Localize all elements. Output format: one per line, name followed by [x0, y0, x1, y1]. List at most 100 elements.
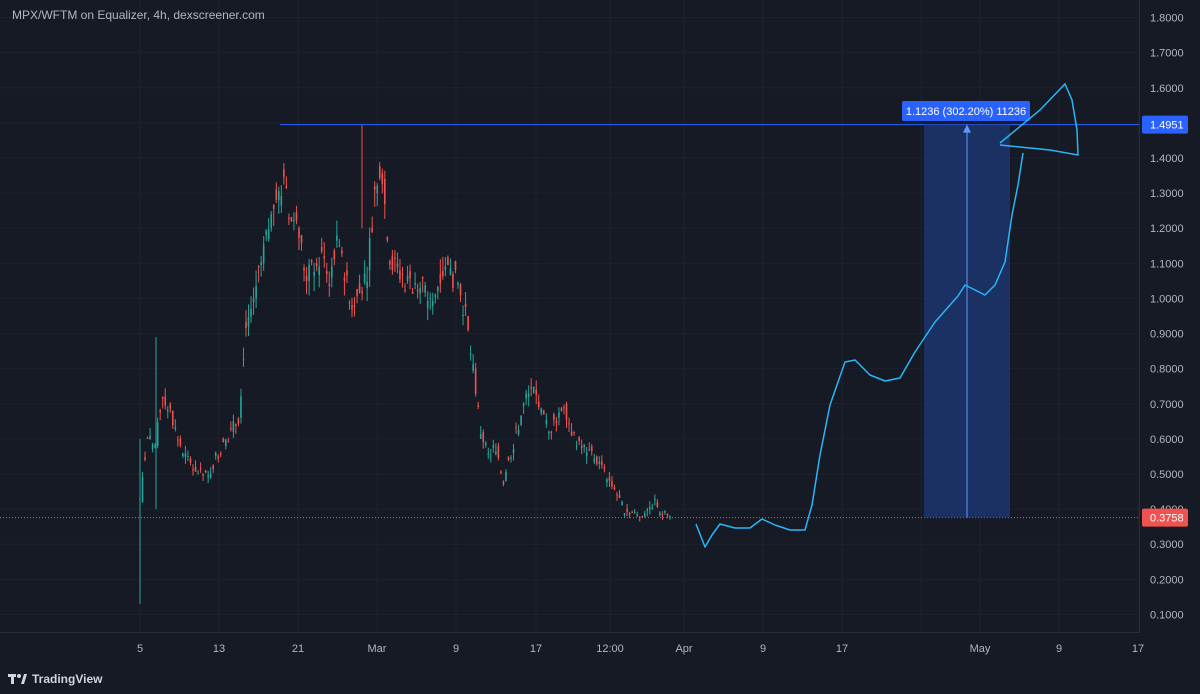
- price-axis: 1.80001.70001.60001.50001.40001.30001.20…: [1142, 13, 1188, 621]
- candle-body: [623, 513, 626, 516]
- candle-body: [598, 461, 601, 464]
- candle-body: [164, 396, 167, 406]
- candle-body: [575, 445, 578, 447]
- candle-body: [368, 237, 371, 271]
- candle-body: [439, 273, 442, 284]
- candle-body: [666, 513, 669, 516]
- last-price-label: 0.3758: [1150, 513, 1184, 525]
- candle-body: [419, 288, 421, 294]
- candle-body: [333, 250, 336, 260]
- candle-body: [320, 247, 323, 252]
- candle-body: [421, 277, 424, 279]
- candle-body: [447, 257, 449, 266]
- candle-body: [371, 227, 373, 233]
- candle-body: [328, 283, 331, 286]
- candle-body: [257, 266, 260, 268]
- time-axis: 5 13 21 Mar 9 17 12:00 Apr 9 17 May 9 17: [137, 643, 1144, 655]
- candle-body: [661, 513, 664, 516]
- candle-body: [386, 237, 389, 241]
- candle-body: [588, 449, 591, 451]
- candle-body: [565, 403, 568, 420]
- candle-body: [298, 228, 300, 238]
- candle-body: [492, 445, 495, 448]
- candle-body: [227, 441, 230, 443]
- candle-body: [252, 298, 255, 303]
- high-price-label-box: [1142, 115, 1188, 134]
- candle-body: [590, 446, 593, 452]
- y-tick-label: 1.6000: [1150, 83, 1184, 95]
- candle-body: [548, 431, 550, 434]
- candle-body: [172, 410, 174, 426]
- y-tick-label: 1.1000: [1150, 258, 1184, 270]
- candle-body: [646, 509, 649, 511]
- candle-body: [184, 453, 187, 457]
- candle-body: [358, 283, 361, 293]
- candle-body: [187, 456, 189, 458]
- candle-body: [222, 438, 225, 443]
- candle-body: [361, 291, 363, 294]
- candle-body: [487, 454, 490, 456]
- y-tick-label: 1.2000: [1150, 223, 1184, 235]
- candle-body: [331, 266, 333, 278]
- candle-body: [474, 368, 477, 394]
- candle-body: [484, 442, 487, 446]
- candle-body: [189, 458, 192, 463]
- candle-body: [626, 509, 628, 512]
- candle-body: [522, 404, 525, 406]
- candle-body: [606, 479, 608, 483]
- candle-body: [643, 513, 646, 517]
- candle-body: [659, 512, 661, 515]
- measure-arrowhead: [963, 124, 971, 133]
- candle-body: [366, 281, 368, 289]
- chart-title: MPX/WFTM on Equalizer, 4h, dexscreener.c…: [12, 8, 265, 22]
- tradingview-logo[interactable]: TradingView: [8, 672, 102, 686]
- y-tick-label: 1.7000: [1150, 48, 1184, 60]
- candle-body: [399, 270, 401, 280]
- price-axis-separator: [1139, 0, 1140, 632]
- x-tick-label: 17: [530, 643, 542, 655]
- candle-body: [535, 389, 538, 395]
- x-tick-label: 12:00: [596, 643, 624, 655]
- x-tick-label: 9: [1056, 643, 1062, 655]
- candle-body: [454, 261, 457, 270]
- candle-body: [540, 408, 543, 414]
- candle-body: [507, 456, 510, 461]
- candle-body: [424, 285, 426, 293]
- candle-body: [517, 429, 520, 435]
- candle-body: [457, 282, 459, 285]
- candle-body: [159, 410, 161, 413]
- candle-body: [154, 445, 156, 448]
- y-tick-label: 1.3000: [1150, 188, 1184, 200]
- candle-body: [469, 354, 472, 356]
- candle-body: [235, 424, 237, 426]
- candle-body: [431, 300, 434, 307]
- y-tick-label: 0.1000: [1150, 609, 1184, 621]
- candle-body: [275, 189, 278, 200]
- candle-body: [348, 302, 351, 304]
- candle-body: [323, 256, 326, 259]
- candle-body: [389, 261, 391, 265]
- y-tick-label: 1.0000: [1150, 293, 1184, 305]
- candle-body: [325, 271, 328, 275]
- candle-body: [156, 422, 159, 446]
- candle-body: [225, 439, 227, 446]
- candle-body: [601, 461, 603, 465]
- candle-body: [308, 264, 310, 281]
- candle-body: [161, 397, 164, 400]
- candle-body: [270, 214, 273, 229]
- candle-body: [495, 451, 497, 455]
- candle-body: [240, 396, 242, 418]
- candle-body: [631, 512, 633, 514]
- candle-body: [568, 423, 570, 425]
- candle-body: [288, 217, 290, 219]
- candle-body: [621, 501, 623, 505]
- candle-body: [426, 300, 429, 308]
- candle-body: [649, 506, 651, 510]
- candle-body: [434, 294, 437, 298]
- x-tick-label: 5: [137, 643, 143, 655]
- x-tick-label: 17: [1132, 643, 1144, 655]
- x-tick-label: Apr: [675, 643, 692, 655]
- candlestick-series: [139, 124, 671, 604]
- candle-body: [283, 169, 285, 177]
